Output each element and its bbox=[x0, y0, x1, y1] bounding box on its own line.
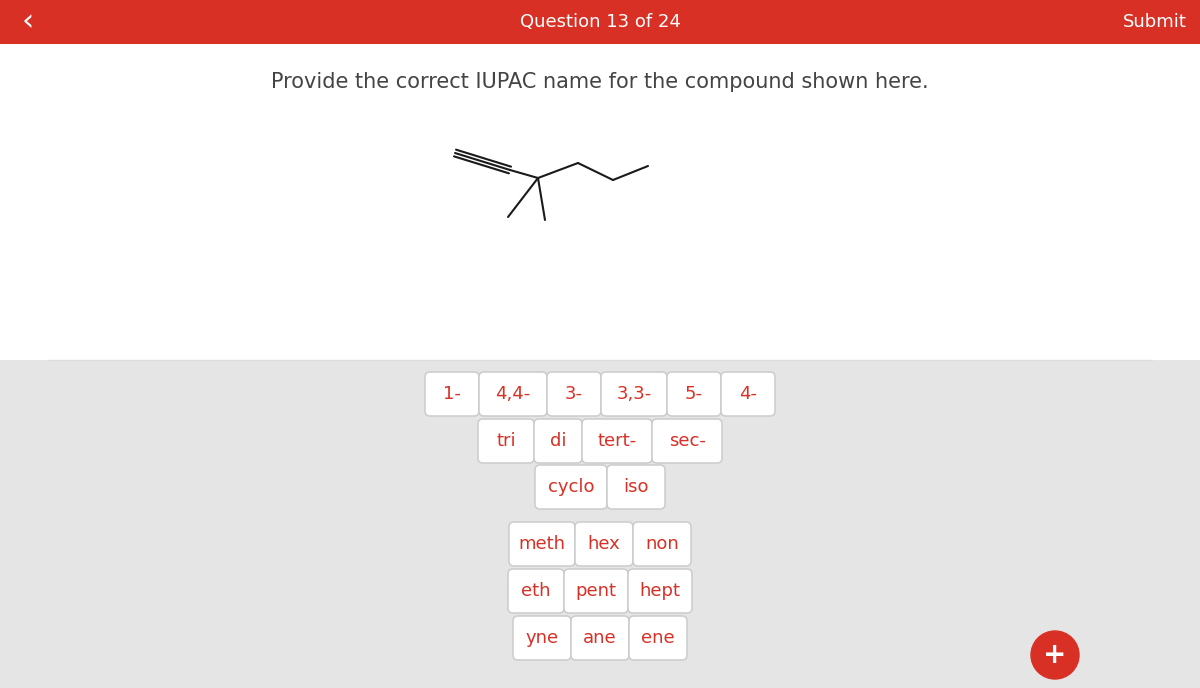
Text: 1-: 1- bbox=[443, 385, 461, 403]
FancyBboxPatch shape bbox=[564, 569, 628, 613]
Text: sec-: sec- bbox=[668, 432, 706, 450]
Text: pent: pent bbox=[576, 582, 617, 600]
Text: 4,4-: 4,4- bbox=[496, 385, 530, 403]
Text: Question 13 of 24: Question 13 of 24 bbox=[520, 13, 680, 31]
Circle shape bbox=[1031, 631, 1079, 679]
FancyBboxPatch shape bbox=[628, 569, 692, 613]
Text: tri: tri bbox=[496, 432, 516, 450]
FancyBboxPatch shape bbox=[509, 522, 575, 566]
Text: ane: ane bbox=[583, 629, 617, 647]
Text: meth: meth bbox=[518, 535, 565, 553]
FancyBboxPatch shape bbox=[629, 616, 686, 660]
Text: ‹: ‹ bbox=[22, 8, 34, 36]
FancyBboxPatch shape bbox=[547, 372, 601, 416]
FancyBboxPatch shape bbox=[479, 372, 547, 416]
Text: Submit: Submit bbox=[1123, 13, 1187, 31]
Bar bbox=[0, 0, 1200, 44]
Text: non: non bbox=[646, 535, 679, 553]
Text: di: di bbox=[550, 432, 566, 450]
Text: hept: hept bbox=[640, 582, 680, 600]
FancyBboxPatch shape bbox=[508, 569, 564, 613]
FancyBboxPatch shape bbox=[601, 372, 667, 416]
Text: tert-: tert- bbox=[598, 432, 636, 450]
Text: ene: ene bbox=[641, 629, 674, 647]
FancyBboxPatch shape bbox=[535, 465, 607, 509]
FancyBboxPatch shape bbox=[652, 419, 722, 463]
FancyBboxPatch shape bbox=[582, 419, 652, 463]
Text: yne: yne bbox=[526, 629, 558, 647]
Text: iso: iso bbox=[623, 478, 649, 496]
FancyBboxPatch shape bbox=[607, 465, 665, 509]
FancyBboxPatch shape bbox=[721, 372, 775, 416]
FancyBboxPatch shape bbox=[667, 372, 721, 416]
FancyBboxPatch shape bbox=[634, 522, 691, 566]
FancyBboxPatch shape bbox=[425, 372, 479, 416]
Text: 3-: 3- bbox=[565, 385, 583, 403]
Text: 4-: 4- bbox=[739, 385, 757, 403]
FancyBboxPatch shape bbox=[575, 522, 634, 566]
Text: 5-: 5- bbox=[685, 385, 703, 403]
Bar bbox=[0, 360, 1200, 688]
Text: 3,3-: 3,3- bbox=[617, 385, 652, 403]
Text: hex: hex bbox=[588, 535, 620, 553]
FancyBboxPatch shape bbox=[571, 616, 629, 660]
Text: +: + bbox=[1043, 641, 1067, 669]
Text: Provide the correct IUPAC name for the compound shown here.: Provide the correct IUPAC name for the c… bbox=[271, 72, 929, 92]
Text: eth: eth bbox=[521, 582, 551, 600]
Text: cyclo: cyclo bbox=[547, 478, 594, 496]
Bar bbox=[0, 44, 1200, 360]
FancyBboxPatch shape bbox=[514, 616, 571, 660]
FancyBboxPatch shape bbox=[534, 419, 582, 463]
FancyBboxPatch shape bbox=[478, 419, 534, 463]
